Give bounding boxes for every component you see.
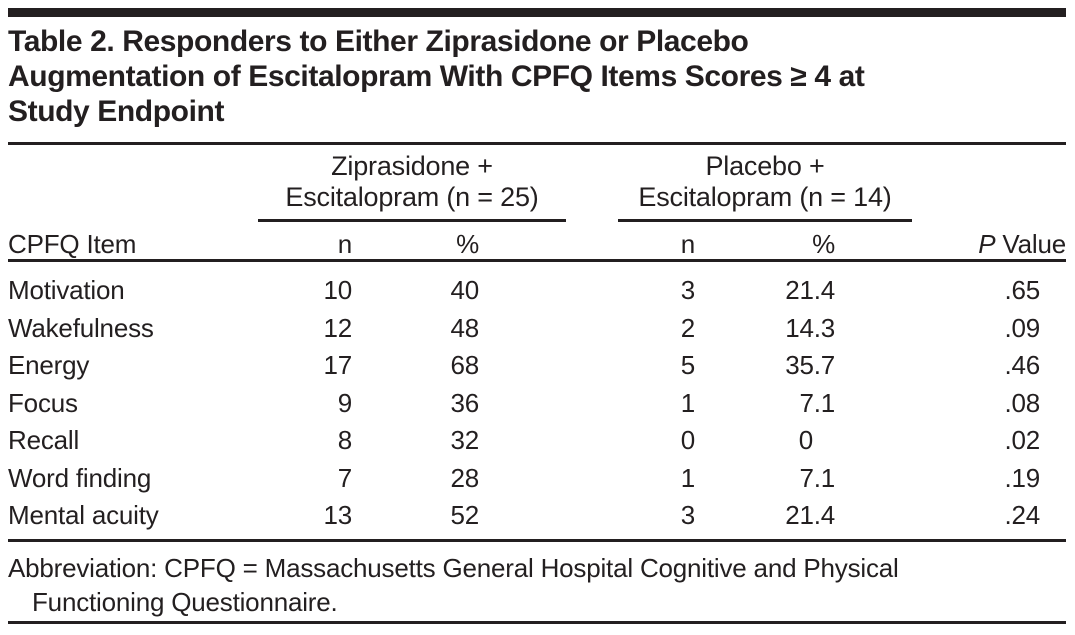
cell-p-value: .08 bbox=[1004, 387, 1040, 418]
cell-ziprasidone-pct: 40 bbox=[450, 275, 479, 305]
cell-placebo-n: 2 bbox=[680, 312, 695, 343]
cell-p-value: .19 bbox=[1004, 462, 1040, 493]
table-row: Mental acuity 13 52 3 21.4 .24 bbox=[8, 497, 1066, 535]
group-header-placebo-line-1: Placebo + bbox=[705, 151, 825, 181]
cell-ziprasidone-n: 7 bbox=[337, 462, 352, 493]
group-header-placebo-line-2: Escitalopram (n = 14) bbox=[638, 182, 892, 212]
p-value-rest: Value bbox=[1002, 229, 1066, 259]
table-row: Recall 8 32 0 0 .02 bbox=[8, 422, 1066, 460]
cell-ziprasidone-n: 8 bbox=[337, 425, 352, 455]
cell-item: Motivation bbox=[8, 275, 125, 305]
column-header-n-placebo: n bbox=[680, 229, 695, 259]
footnote-divider bbox=[8, 538, 1066, 542]
group-header-placebo: Placebo + Escitalopram (n = 14) bbox=[618, 151, 912, 222]
cell-p-value: .46 bbox=[1004, 350, 1040, 380]
table-footnote: Abbreviation: CPFQ = Massachusetts Gener… bbox=[8, 552, 899, 617]
cell-ziprasidone-n: 13 bbox=[323, 500, 352, 530]
cell-placebo-n: 1 bbox=[680, 462, 695, 493]
cell-ziprasidone-pct: 32 bbox=[450, 425, 479, 455]
cell-item: Word finding bbox=[8, 462, 152, 493]
cell-item: Mental acuity bbox=[8, 500, 159, 530]
table-row: Energy 17 68 5 35.7 .46 bbox=[8, 347, 1066, 385]
cell-placebo-pct: 7.1 bbox=[799, 462, 835, 493]
title-divider bbox=[8, 142, 1066, 145]
column-group-headers: Ziprasidone + Escitalopram (n = 25) Plac… bbox=[8, 145, 1066, 223]
cell-placebo-pct: 0 bbox=[798, 425, 813, 455]
cell-ziprasidone-pct: 36 bbox=[450, 387, 479, 418]
table-row: Word finding 7 28 1 7.1 .19 bbox=[8, 460, 1066, 498]
cell-ziprasidone-n: 17 bbox=[323, 350, 352, 380]
top-rule bbox=[8, 8, 1066, 17]
cell-placebo-n: 3 bbox=[680, 500, 695, 530]
cell-ziprasidone-n: 12 bbox=[323, 312, 352, 343]
group-header-ziprasidone-line-2: Escitalopram (n = 25) bbox=[285, 182, 539, 212]
table-title: Table 2. Responders to Either Ziprasidon… bbox=[8, 24, 1066, 129]
cell-item: Recall bbox=[8, 425, 80, 455]
bottom-rule bbox=[8, 620, 1066, 624]
column-header-pct-placebo: % bbox=[812, 229, 835, 259]
group-header-ziprasidone: Ziprasidone + Escitalopram (n = 25) bbox=[258, 151, 566, 222]
table-row: Focus 9 36 1 7.1 .08 bbox=[8, 385, 1066, 423]
cell-ziprasidone-pct: 48 bbox=[450, 312, 479, 343]
table-body: Motivation 10 40 3 21.4 .65 Wakefulness … bbox=[8, 262, 1066, 539]
cell-p-value: .02 bbox=[1004, 425, 1040, 455]
cell-item: Focus bbox=[8, 387, 78, 418]
cell-placebo-pct: 14.3 bbox=[785, 312, 835, 343]
table-row: Motivation 10 40 3 21.4 .65 bbox=[8, 272, 1066, 310]
cell-ziprasidone-pct: 68 bbox=[450, 350, 479, 380]
table-title-line-3: Study Endpoint bbox=[8, 95, 225, 128]
table-title-line-1: Table 2. Responders to Either Ziprasidon… bbox=[8, 25, 749, 58]
column-header-n-ziprasidone: n bbox=[337, 229, 352, 259]
cell-placebo-pct: 35.7 bbox=[785, 350, 835, 380]
column-header-row: CPFQ Item n % n % P Value bbox=[8, 223, 1066, 259]
cell-placebo-pct: 21.4 bbox=[785, 275, 835, 305]
cell-placebo-n: 0 bbox=[680, 425, 695, 455]
cell-p-value: .09 bbox=[1004, 312, 1040, 343]
cell-ziprasidone-pct: 28 bbox=[450, 462, 479, 493]
cell-item: Energy bbox=[8, 350, 90, 380]
cell-placebo-n: 1 bbox=[680, 387, 695, 418]
header-divider bbox=[8, 259, 1066, 262]
cell-placebo-n: 5 bbox=[680, 350, 695, 380]
table-title-line-2: Augmentation of Escitalopram With CPFQ I… bbox=[8, 60, 865, 93]
column-header-p-value: P Value bbox=[835, 229, 1066, 259]
cell-ziprasidone-pct: 52 bbox=[450, 500, 479, 530]
cell-placebo-pct: 21.4 bbox=[785, 500, 835, 530]
p-value-italic: P bbox=[978, 229, 996, 259]
group-header-ziprasidone-line-1: Ziprasidone + bbox=[331, 151, 493, 181]
cell-ziprasidone-n: 9 bbox=[337, 387, 352, 418]
cell-p-value: .24 bbox=[1004, 500, 1040, 530]
cell-placebo-pct: 7.1 bbox=[799, 387, 835, 418]
column-header-cpfq-item: CPFQ Item bbox=[8, 229, 137, 259]
cell-p-value: .65 bbox=[1004, 275, 1040, 305]
cell-ziprasidone-n: 10 bbox=[323, 275, 352, 305]
table-row: Wakefulness 12 48 2 14.3 .09 bbox=[8, 310, 1066, 348]
cell-placebo-n: 3 bbox=[680, 275, 695, 305]
column-header-pct-ziprasidone: % bbox=[456, 229, 479, 259]
cell-item: Wakefulness bbox=[8, 312, 154, 343]
